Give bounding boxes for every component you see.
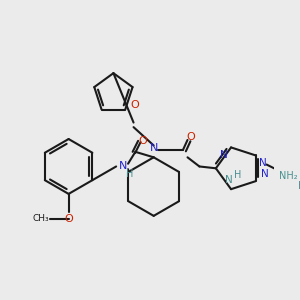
Text: H: H — [234, 169, 241, 179]
Text: O: O — [130, 100, 139, 110]
Text: NH₂: NH₂ — [279, 171, 298, 182]
Text: N: N — [261, 169, 268, 179]
Text: N: N — [119, 161, 128, 172]
Text: CH₃: CH₃ — [33, 214, 50, 223]
Text: N: N — [149, 143, 158, 153]
Text: N: N — [259, 158, 267, 168]
Text: N: N — [220, 150, 228, 160]
Text: O: O — [64, 214, 73, 224]
Text: H: H — [126, 169, 134, 179]
Text: N: N — [225, 175, 233, 185]
Text: O: O — [138, 136, 147, 146]
Text: H: H — [298, 181, 300, 190]
Text: O: O — [186, 132, 195, 142]
